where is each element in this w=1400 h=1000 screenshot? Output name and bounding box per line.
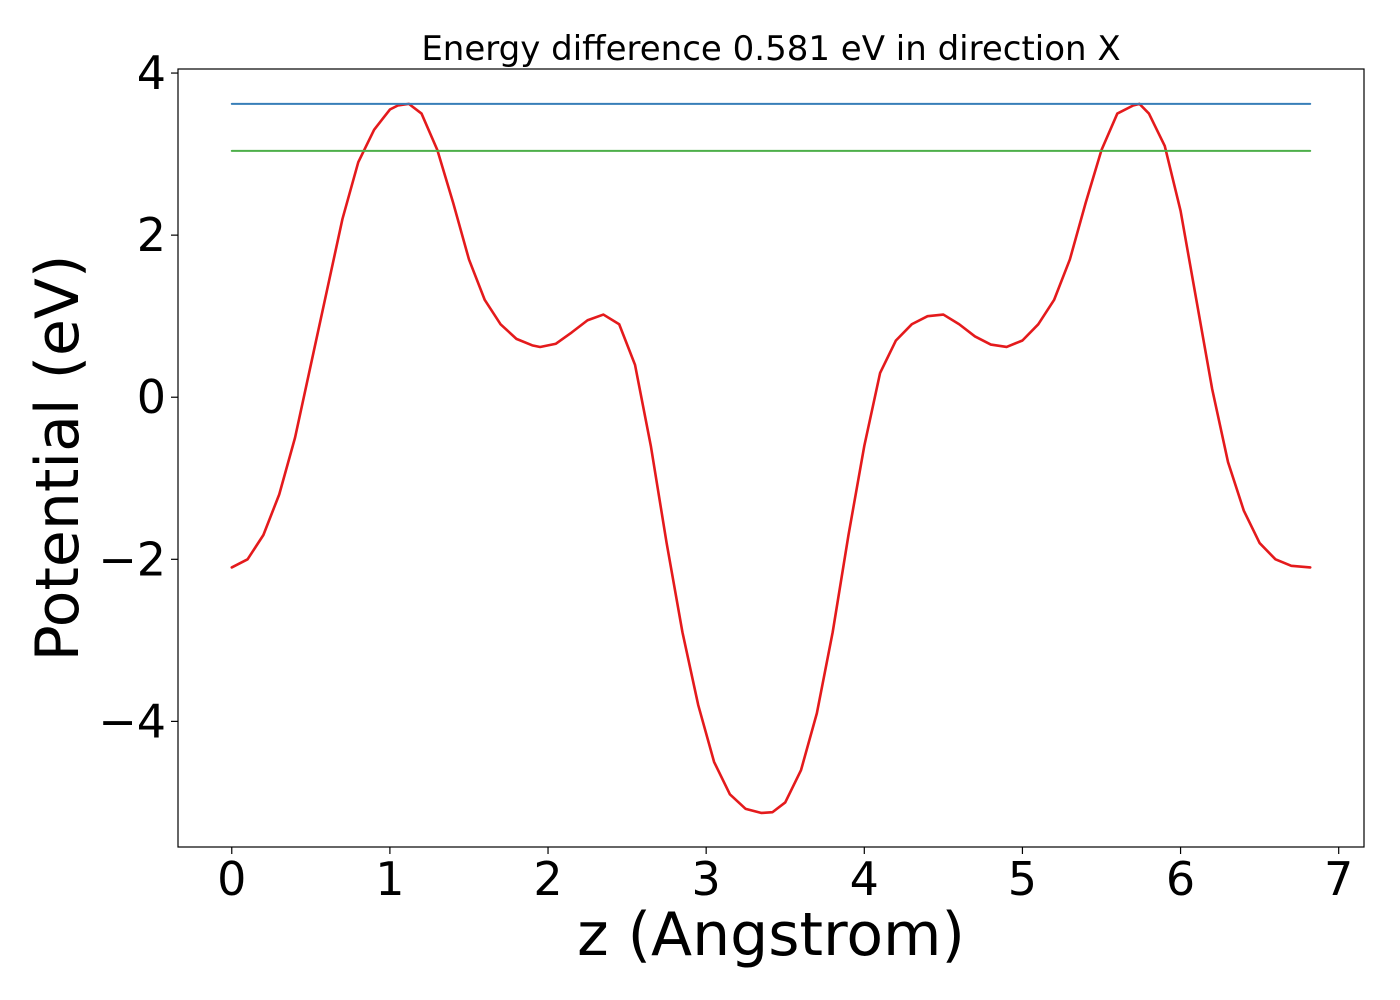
x-axis: 0 1 2 3 4 5 6 7 bbox=[217, 847, 1353, 906]
x-tick-label-6: 6 bbox=[1166, 852, 1195, 906]
y-axis: 4 2 0 −2 −4 bbox=[98, 46, 178, 748]
y-tick-label-2: 2 bbox=[137, 208, 166, 262]
x-tick-label-7: 7 bbox=[1324, 852, 1353, 906]
y-tick-label--4: −4 bbox=[98, 694, 166, 748]
x-axis-title: z (Angstrom) bbox=[577, 900, 965, 970]
series-lines bbox=[230, 102, 1312, 815]
y-tick-label-0: 0 bbox=[137, 370, 166, 424]
x-tick-label-3: 3 bbox=[692, 852, 721, 906]
chart-title: Energy difference 0.581 eV in direction … bbox=[421, 29, 1120, 69]
x-tick-label-2: 2 bbox=[533, 852, 562, 906]
y-tick-label--2: −2 bbox=[98, 532, 166, 586]
y-tick-label-4: 4 bbox=[137, 46, 166, 100]
x-tick-label-0: 0 bbox=[217, 852, 246, 906]
y-axis-title: Potential (eV) bbox=[23, 255, 93, 662]
x-tick-label-1: 1 bbox=[375, 852, 404, 906]
x-tick-label-4: 4 bbox=[850, 852, 879, 906]
plot-background bbox=[178, 69, 1364, 847]
plot-area bbox=[177, 68, 1365, 848]
plot-frame bbox=[177, 68, 1365, 848]
x-tick-label-5: 5 bbox=[1008, 852, 1037, 906]
